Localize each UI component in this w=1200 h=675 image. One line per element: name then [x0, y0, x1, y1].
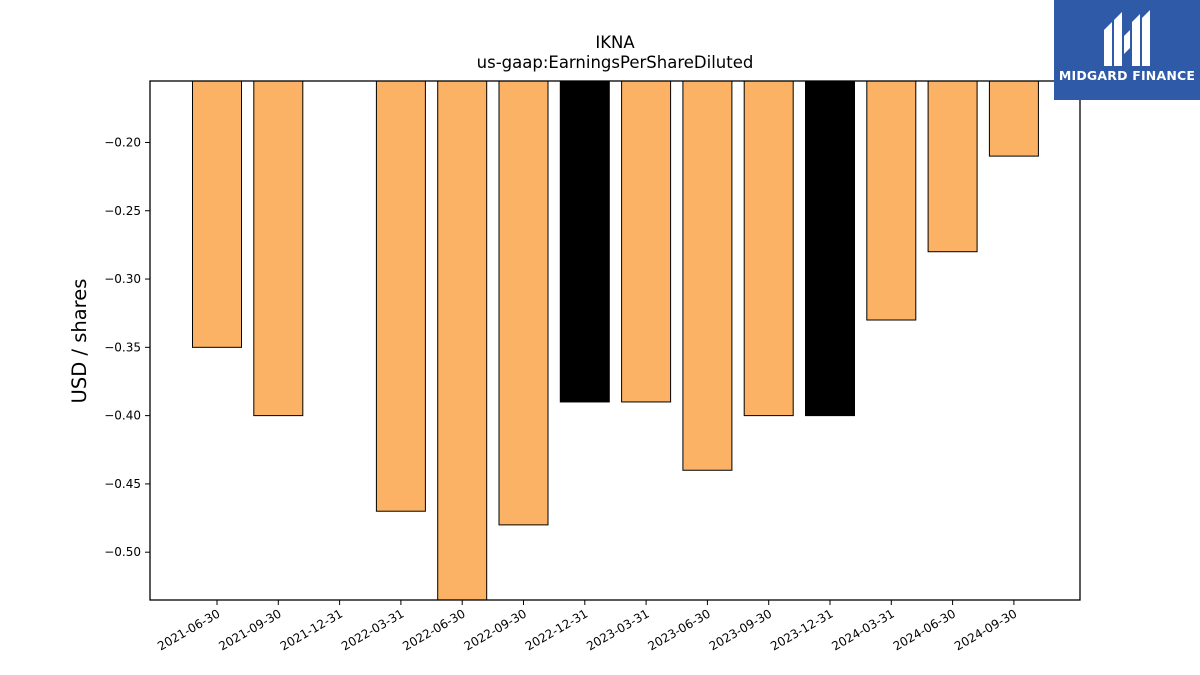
y-tick-label: −0.20	[104, 135, 141, 149]
x-tick-label: 2024-06-30	[891, 606, 958, 653]
y-tick-label: −0.35	[104, 340, 141, 354]
y-tick-label: −0.45	[104, 477, 141, 491]
y-tick-label: −0.40	[104, 409, 141, 423]
bar-2023-09-30	[743, 80, 794, 417]
bar-2024-03-31	[866, 80, 917, 321]
bar-2021-09-30	[253, 80, 304, 417]
y-axis-label: USD / shares	[68, 279, 91, 404]
x-tick-label: 2023-12-31	[768, 606, 835, 653]
bar-2023-03-31	[621, 80, 672, 403]
x-tick-label: 2023-03-31	[584, 606, 651, 653]
x-tick-label: 2024-09-30	[952, 606, 1019, 653]
chart-subtitle: us-gaap:EarningsPerShareDiluted	[477, 53, 754, 72]
x-tick-label: 2023-09-30	[707, 606, 774, 653]
y-axis: −0.20 −0.25 −0.30 −0.35 −0.40 −0.45 −0.50	[104, 135, 150, 559]
logo-text: MIDGARD FINANCE	[1058, 68, 1196, 83]
bar-2021-06-30	[192, 80, 242, 348]
midgard-finance-logo: MIDGARD FINANCE	[1054, 0, 1200, 100]
x-axis: 2021-06-302021-09-302021-12-312022-03-31…	[155, 600, 1019, 653]
plot-frame	[149, 80, 1081, 601]
bar-2024-06-30	[927, 80, 978, 253]
x-tick-label: 2022-03-31	[339, 606, 406, 653]
chart-title: IKNA	[595, 33, 635, 52]
x-tick-label: 2022-09-30	[462, 606, 529, 653]
bars-group	[192, 80, 1039, 601]
x-tick-label: 2022-06-30	[400, 606, 467, 653]
x-tick-label: 2023-06-30	[645, 606, 712, 653]
y-tick-label: −0.30	[104, 272, 141, 286]
bar-2023-12-31	[805, 80, 855, 417]
bar-2022-03-31	[375, 80, 426, 512]
bar-2022-12-31	[559, 80, 610, 403]
y-tick-label: −0.25	[104, 204, 141, 218]
midgard-logo-icon	[1104, 10, 1150, 66]
bar-2022-09-30	[498, 80, 549, 526]
bar-2023-06-30	[682, 80, 733, 471]
x-tick-label: 2024-03-31	[829, 606, 896, 653]
x-tick-label: 2021-12-31	[278, 606, 345, 653]
y-tick-label: −0.50	[104, 545, 141, 559]
x-tick-label: 2021-09-30	[216, 606, 283, 653]
x-tick-label: 2022-12-31	[523, 606, 590, 653]
x-tick-label: 2021-06-30	[155, 606, 222, 653]
bar-2022-06-30	[437, 80, 488, 601]
bar-2024-09-30	[988, 80, 1039, 157]
